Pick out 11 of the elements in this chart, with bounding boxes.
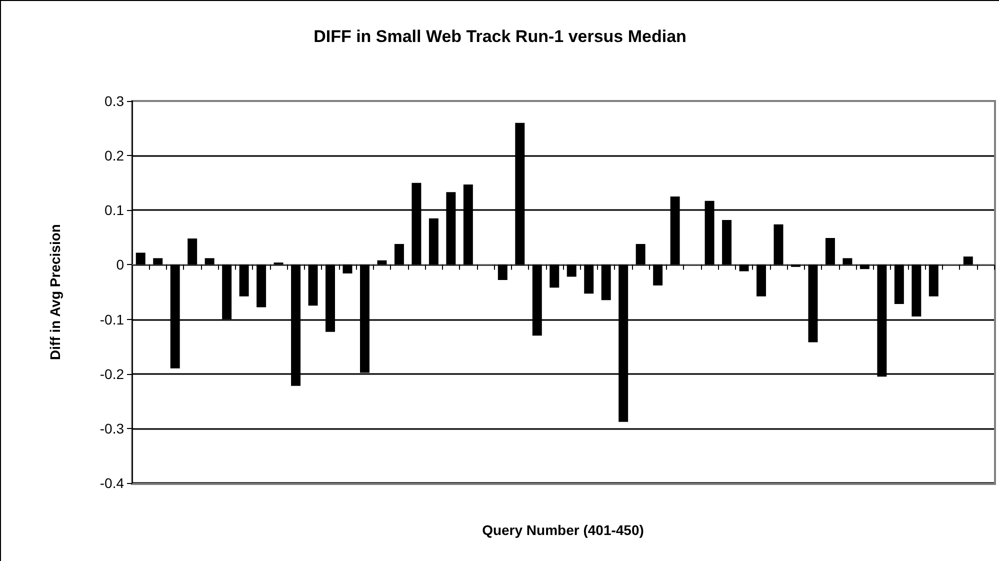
chart-title: DIFF in Small Web Track Run-1 versus Median (314, 27, 686, 46)
y-tick-label: 0.2 (104, 148, 124, 164)
y-tick-label: 0.1 (104, 202, 124, 218)
y-tick-label: -0.4 (100, 475, 124, 491)
y-tick-label: 0 (116, 256, 124, 273)
y-tick-label: -0.2 (100, 366, 124, 382)
x-axis-title: Query Number (401-450) (482, 522, 644, 538)
y-tick-label: -0.3 (100, 420, 124, 436)
y-axis-title: Diff in Avg Precision (47, 224, 63, 360)
y-tick-label: 0.3 (104, 93, 124, 109)
y-tick-label: -0.1 (100, 311, 124, 328)
